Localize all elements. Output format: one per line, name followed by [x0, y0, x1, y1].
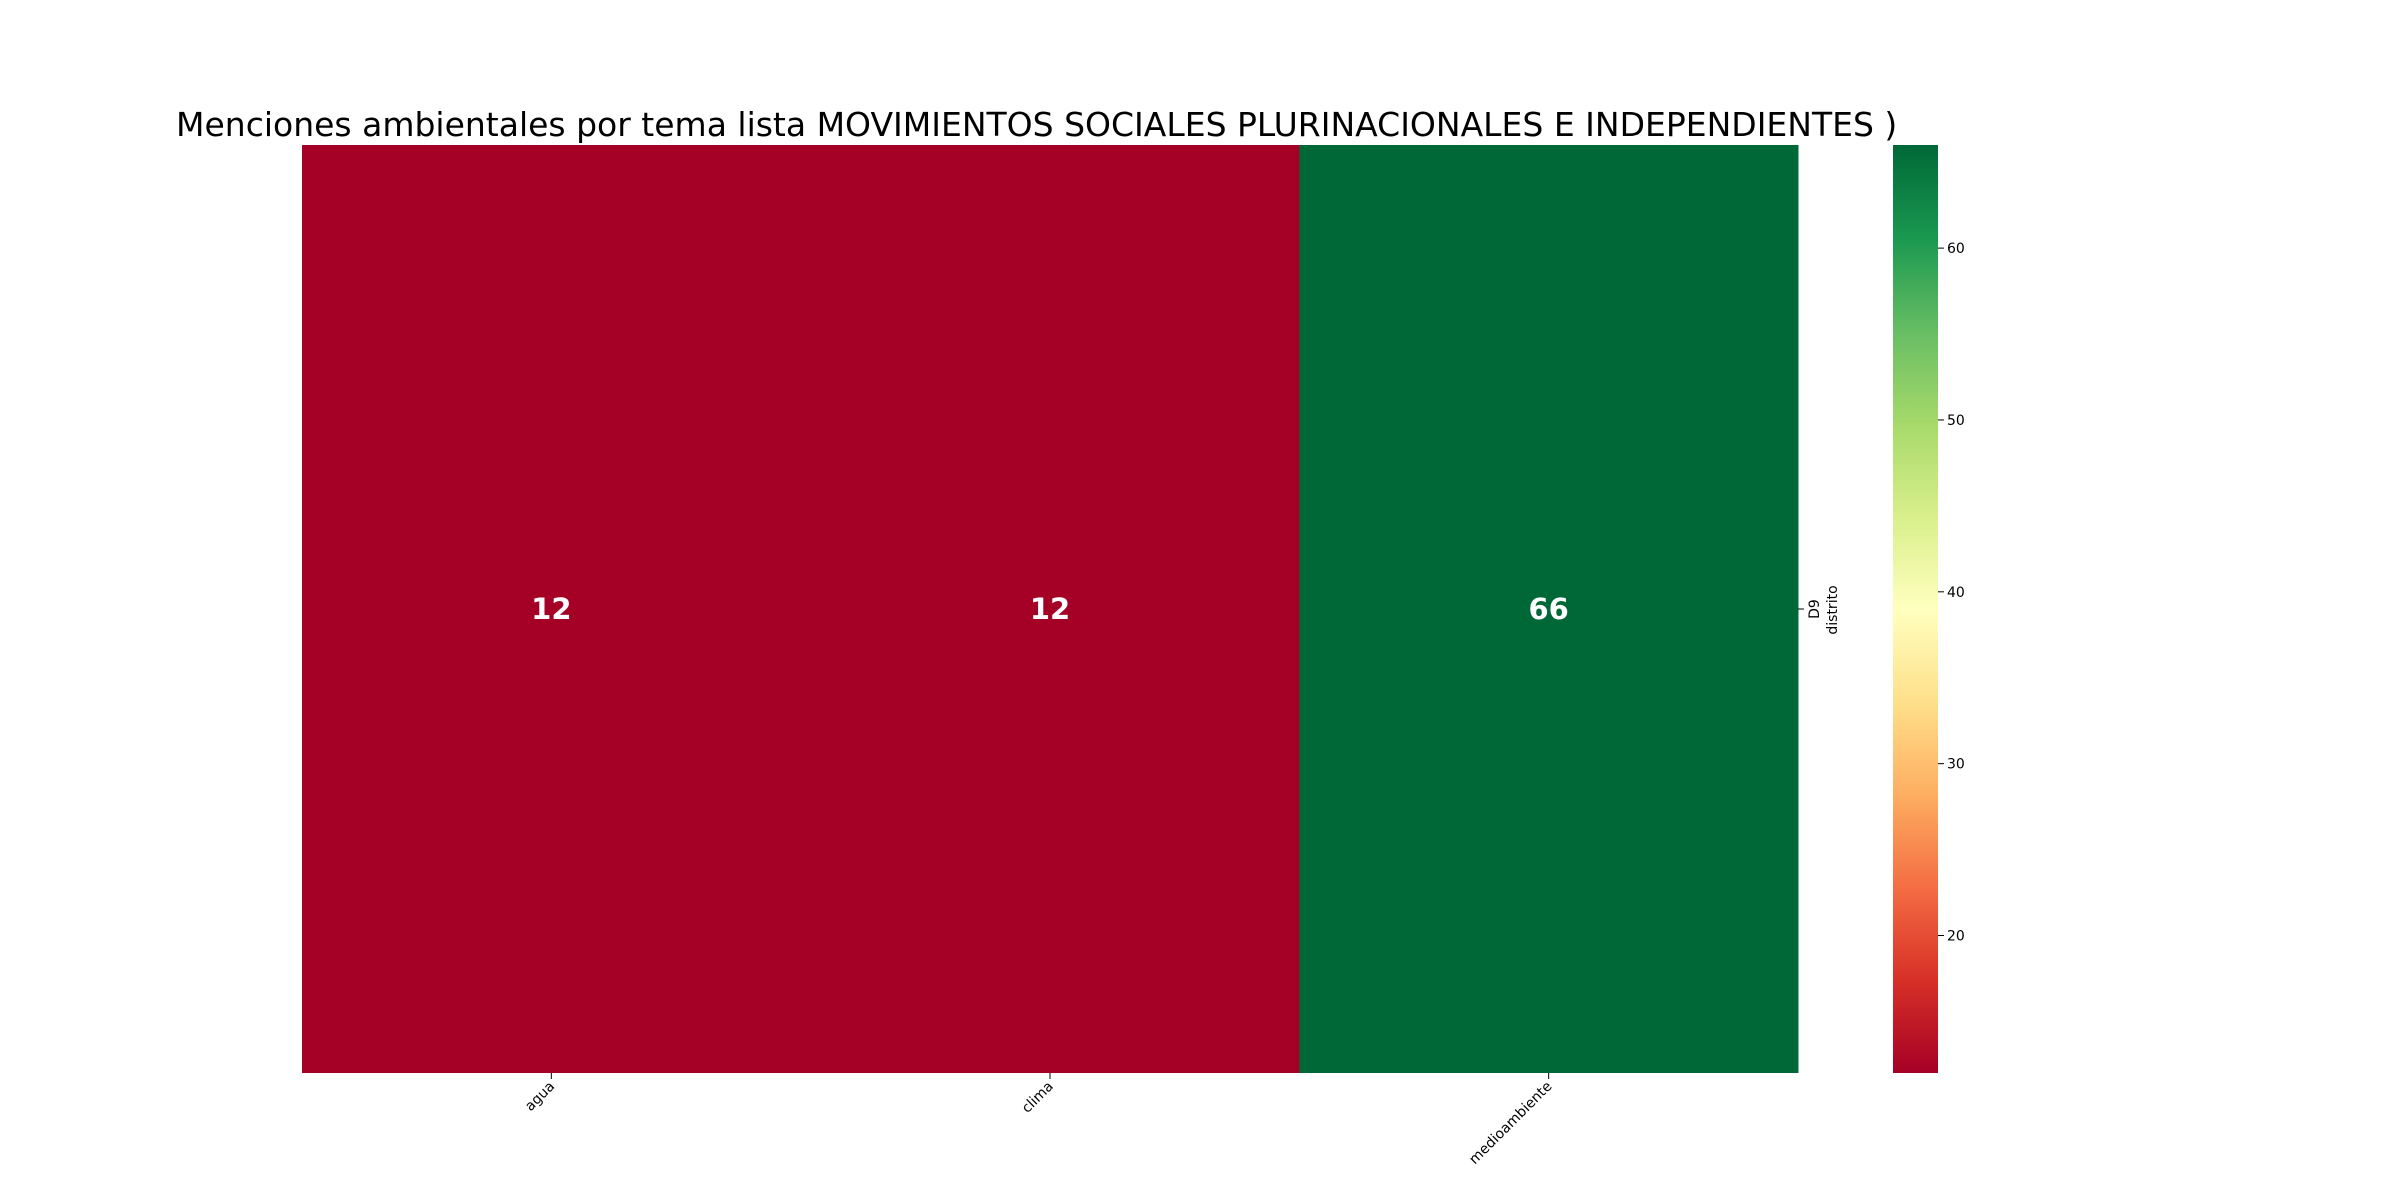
colorbar-tick-label: 50	[1947, 413, 1965, 429]
colorbar: 20 30 40 50 60	[1893, 145, 1965, 1073]
colorbar-tick-label: 30	[1947, 757, 1965, 773]
heatmap-cell-D9-clima	[800, 145, 1300, 1073]
cell-value-label: 12	[1030, 592, 1070, 626]
x-tick-label: agua	[522, 1079, 558, 1115]
y-axis-label: distrito	[1825, 585, 1841, 634]
colorbar-tick-label: 20	[1947, 929, 1965, 945]
heatmap-cell-D9-medioambiente	[1299, 145, 1799, 1073]
x-tick-label: clima	[1019, 1079, 1057, 1117]
y-axis-ticks: D9	[1798, 599, 1823, 619]
heatmap-cell-D9-agua	[302, 145, 802, 1073]
x-axis-ticks: agua clima medioambiente	[522, 1073, 1555, 1168]
cell-value-label: 66	[1528, 592, 1568, 626]
colorbar-tick-label: 40	[1947, 585, 1965, 601]
chart-title: Menciones ambientales por tema lista MOV…	[176, 105, 1897, 144]
y-tick-label: D9	[1807, 599, 1823, 619]
heatmap-cells: 12 12 66	[302, 145, 1799, 1073]
colorbar-gradient	[1893, 145, 1938, 1073]
cell-value-label: 12	[531, 592, 571, 626]
x-tick-label: medioambiente	[1466, 1079, 1555, 1168]
colorbar-tick-label: 60	[1947, 241, 1965, 257]
